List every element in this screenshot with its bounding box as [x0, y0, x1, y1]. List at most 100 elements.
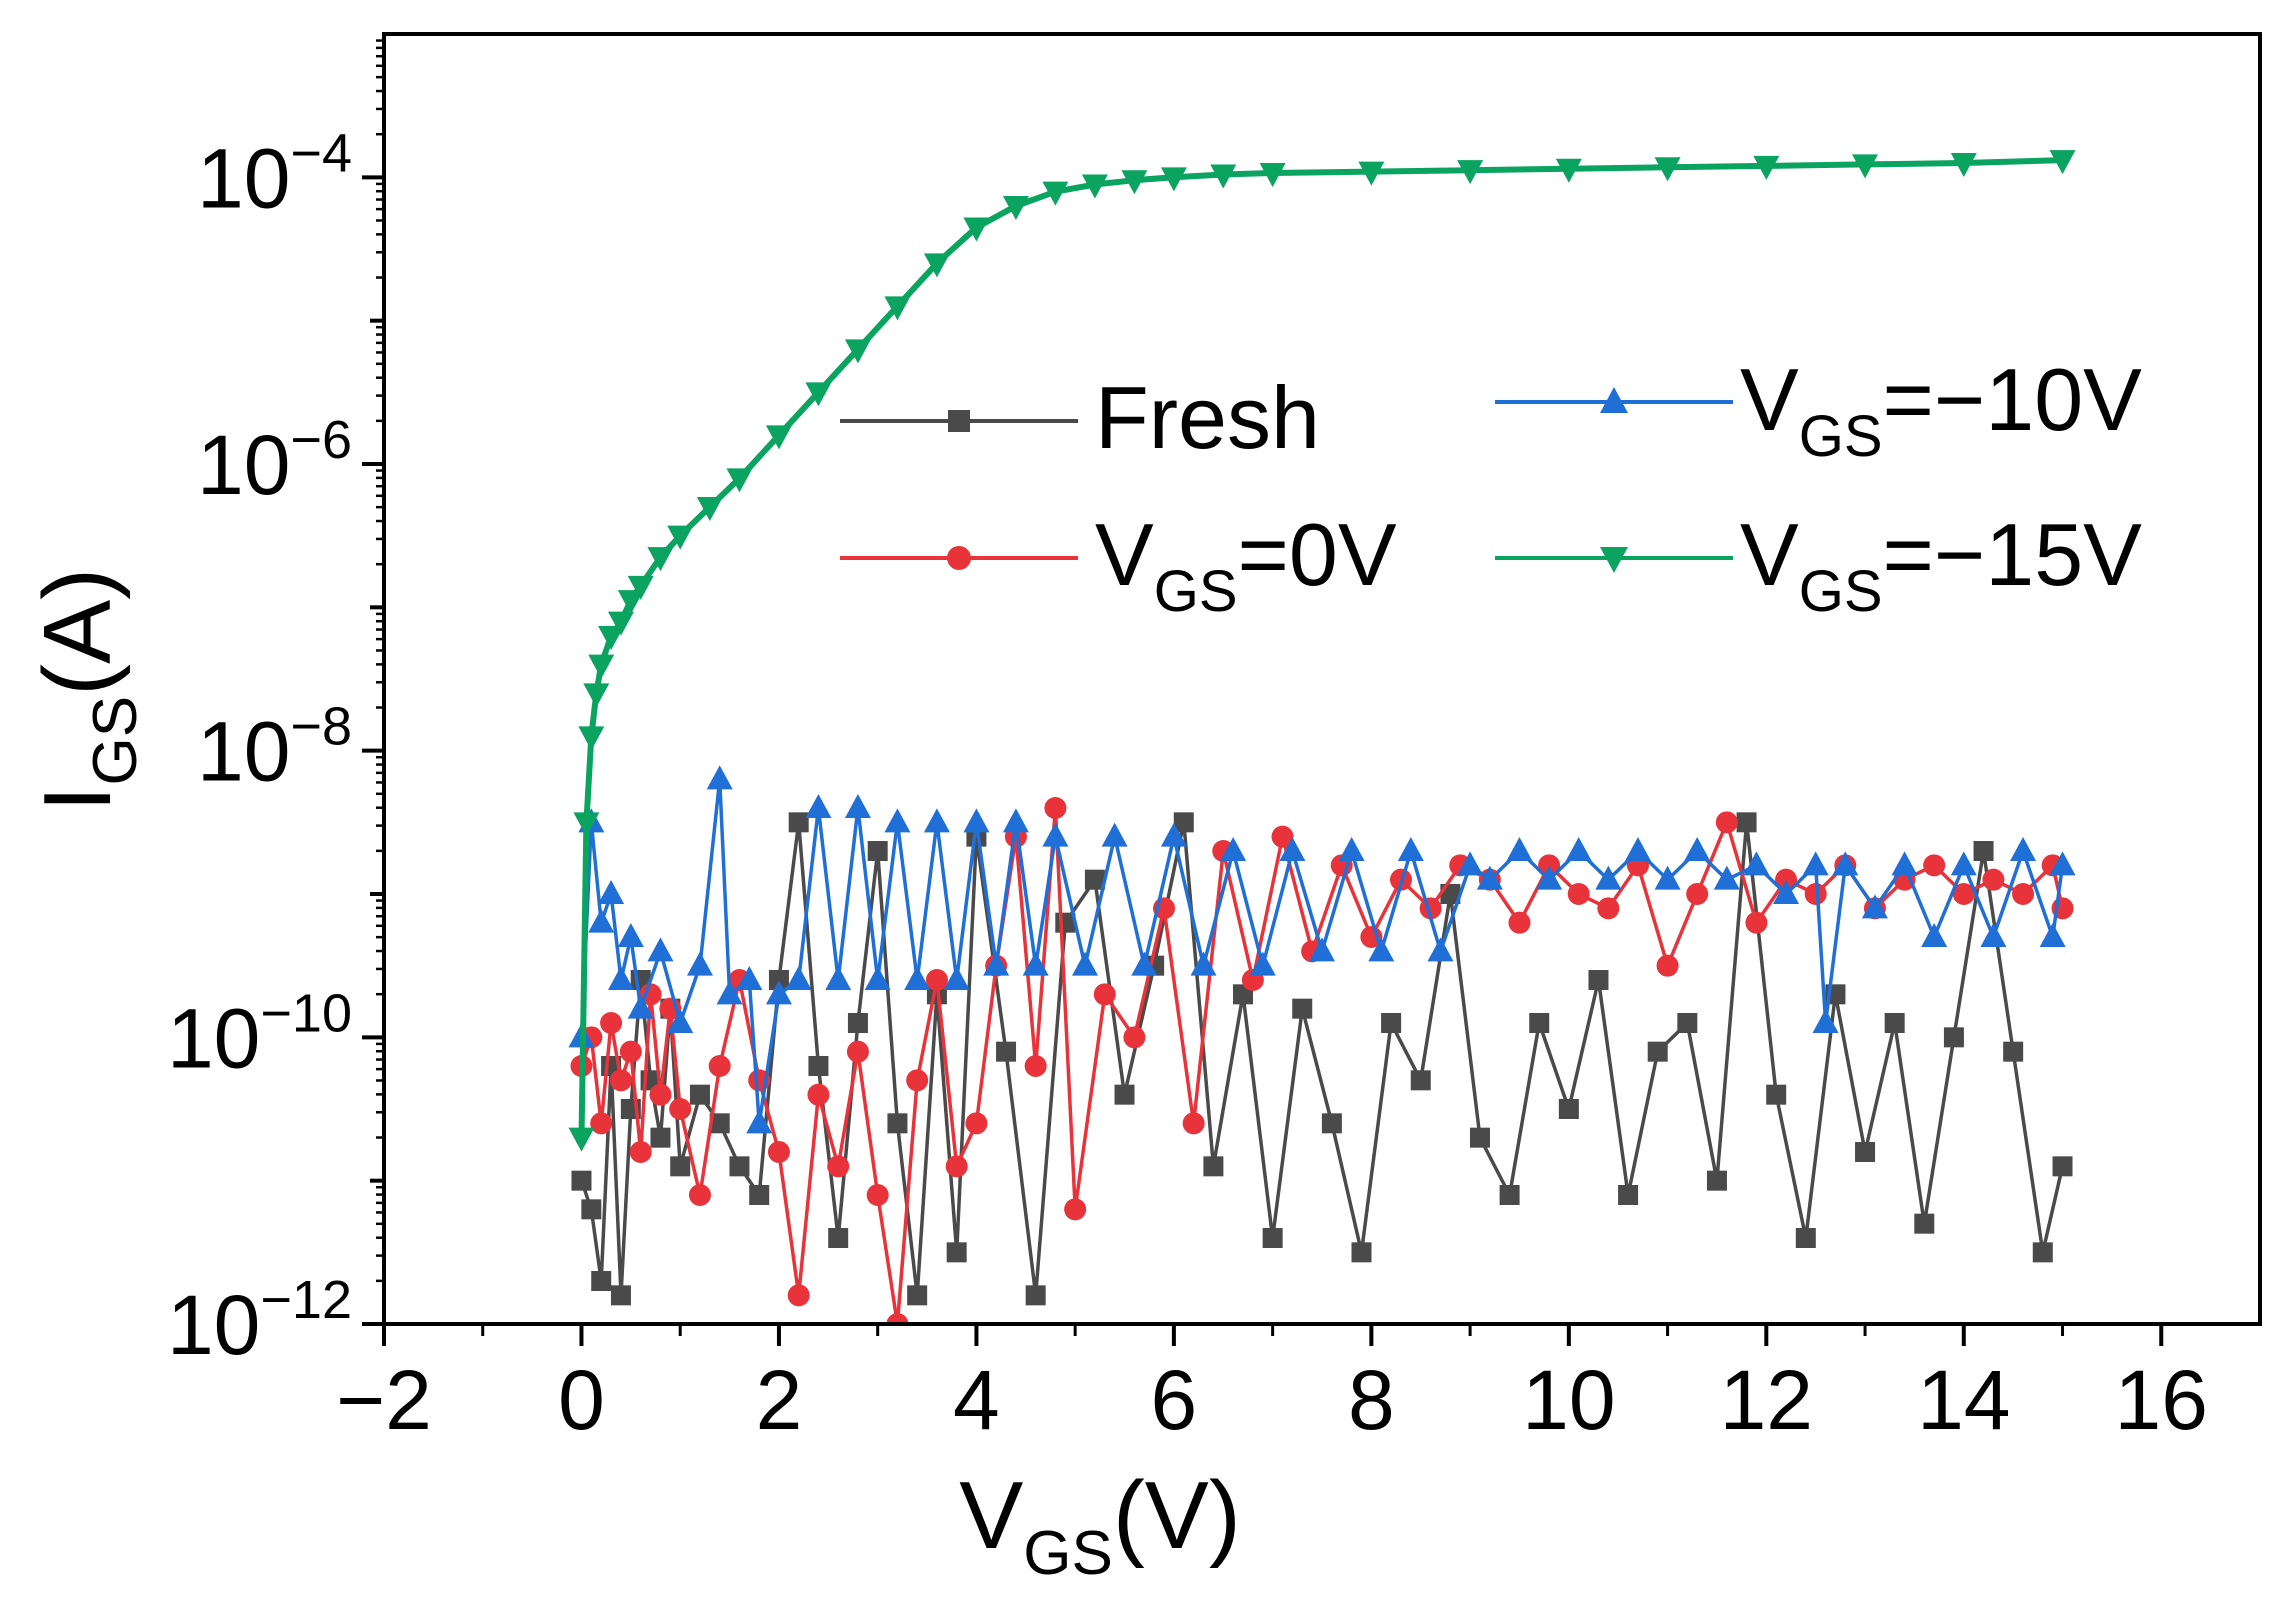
data-point-vgs-10v — [1832, 851, 1859, 876]
series-vgs-15v — [568, 150, 2076, 1152]
data-point-vgs-10v — [607, 966, 634, 990]
data-point-vgs-0v — [1538, 854, 1561, 877]
data-point-fresh — [1351, 1242, 1372, 1263]
y-tick-label-base: 10 — [167, 991, 260, 1085]
data-point-fresh — [1292, 998, 1313, 1019]
x-tick-label: 10 — [1522, 1353, 1615, 1447]
data-point-vgs-10v — [1022, 951, 1049, 976]
data-point-vgs-10v — [598, 880, 625, 904]
data-point-vgs-15v — [884, 296, 911, 321]
legend-entry-vgs-0v[interactable]: VGS=0V — [840, 505, 1397, 624]
legend-entry-vgs-minus10v[interactable]: VGS=−10V — [1495, 350, 2142, 469]
y-tick-label: 10−8 — [197, 697, 352, 799]
data-point-vgs-10v — [1713, 865, 1740, 890]
data-point-fresh — [887, 1113, 908, 1134]
data-point-fresh — [1766, 1084, 1787, 1105]
legend-vgs-minus15v-main: V — [1740, 505, 1799, 604]
data-point-vgs-10v — [647, 937, 674, 962]
data-point-vgs-0v — [629, 1141, 652, 1163]
data-point-fresh — [2052, 1156, 2073, 1177]
data-point-vgs-10v — [1565, 837, 1592, 861]
data-point-vgs-10v — [746, 1109, 773, 1134]
data-point-fresh — [1884, 1013, 1905, 1033]
x-tick-label: 16 — [2115, 1353, 2208, 1447]
series-layer — [568, 150, 2076, 1324]
data-point-fresh — [650, 1127, 671, 1148]
data-point-vgs-15v — [1002, 196, 1029, 220]
data-point-fresh — [1647, 1041, 1668, 1062]
legend-vgs-minus15v-sub: GS — [1799, 559, 1883, 624]
data-point-vgs-0v — [1715, 811, 1738, 834]
data-point-fresh — [1855, 1142, 1876, 1162]
data-point-fresh — [1618, 1185, 1639, 1205]
data-point-vgs-15v — [696, 497, 723, 521]
data-point-vgs-15v — [805, 382, 832, 407]
data-point-vgs-0v — [1686, 883, 1709, 905]
series-vgs-0v — [570, 797, 2074, 1324]
data-point-vgs-15v — [1358, 161, 1385, 186]
data-point-vgs-10v — [1506, 837, 1533, 861]
data-point-vgs-10v — [1338, 837, 1365, 861]
data-point-fresh — [610, 1285, 631, 1306]
x-tick-label: 6 — [1151, 1353, 1198, 1447]
data-point-fresh — [1321, 1113, 1342, 1134]
data-point-fresh — [907, 1285, 928, 1306]
data-point-vgs-0v — [1093, 983, 1116, 1006]
legend-entry-fresh[interactable]: Fresh — [840, 368, 1320, 467]
data-point-vgs-10v — [667, 1009, 694, 1033]
y-tick-label-base: 10 — [197, 418, 290, 512]
legend-entry-vgs-minus15v[interactable]: VGS=−15V — [1495, 505, 2142, 624]
data-point-vgs-15v — [765, 425, 792, 450]
data-point-vgs-10v — [1654, 865, 1681, 890]
legend-vgs-minus10v-main: V — [1740, 350, 1799, 449]
data-point-vgs-10v — [2049, 851, 2076, 876]
y-axis-title-sub: GS — [81, 696, 150, 786]
x-axis-title-main: V — [959, 1462, 1023, 1569]
data-point-vgs-15v — [617, 590, 644, 615]
data-point-vgs-0v — [1123, 1026, 1146, 1049]
data-point-vgs-15v — [647, 547, 674, 572]
data-point-vgs-10v — [686, 951, 713, 976]
y-tick-label: 10−6 — [197, 410, 352, 512]
y-tick-label-base: 10 — [197, 131, 290, 225]
data-point-vgs-0v — [1656, 954, 1679, 977]
data-point-fresh — [571, 1170, 592, 1191]
data-point-vgs-10v — [1891, 851, 1918, 876]
data-point-vgs-10v — [1861, 894, 1888, 919]
data-point-vgs-0v — [1567, 883, 1590, 905]
data-point-vgs-10v — [1042, 822, 1069, 847]
data-point-fresh — [2032, 1242, 2053, 1263]
data-point-fresh — [1588, 970, 1609, 990]
data-point-vgs-0v — [1775, 868, 1798, 891]
data-point-vgs-10v — [1002, 808, 1029, 833]
data-point-vgs-10v — [1684, 837, 1711, 861]
data-point-vgs-0v — [925, 969, 948, 991]
data-point-vgs-0v — [906, 1069, 929, 1092]
data-point-fresh — [2003, 1041, 2024, 1062]
data-point-vgs-10v — [2010, 837, 2037, 861]
data-point-vgs-10v — [1743, 851, 1770, 876]
data-point-vgs-15v — [573, 812, 600, 837]
data-point-fresh — [1025, 1285, 1046, 1306]
data-point-vgs-0v — [866, 1184, 889, 1206]
data-point-fresh — [1943, 1027, 1964, 1048]
data-point-vgs-15v — [1160, 167, 1187, 192]
data-point-fresh — [847, 1013, 868, 1033]
data-point-vgs-10v — [1476, 865, 1503, 890]
legend-vgs-minus15v-rest: =−15V — [1883, 505, 2143, 604]
data-point-vgs-10v — [825, 966, 852, 990]
data-point-vgs-15v — [588, 654, 615, 679]
data-point-vgs-10v — [1101, 822, 1128, 847]
y-tick-label-exponent: −12 — [260, 1270, 352, 1330]
data-point-vgs-10v — [716, 980, 743, 1005]
data-point-vgs-10v — [1160, 822, 1187, 847]
data-point-vgs-10v — [1457, 851, 1484, 876]
data-point-vgs-15v — [923, 253, 950, 278]
data-point-fresh — [1469, 1127, 1490, 1148]
data-point-vgs-0v — [2012, 883, 2035, 905]
data-point-vgs-10v — [617, 923, 644, 947]
data-point-vgs-15v — [667, 525, 694, 550]
svg-text:Fresh: Fresh — [1095, 368, 1320, 467]
x-tick-label: 14 — [1917, 1353, 2010, 1447]
data-point-vgs-15v — [578, 726, 605, 751]
